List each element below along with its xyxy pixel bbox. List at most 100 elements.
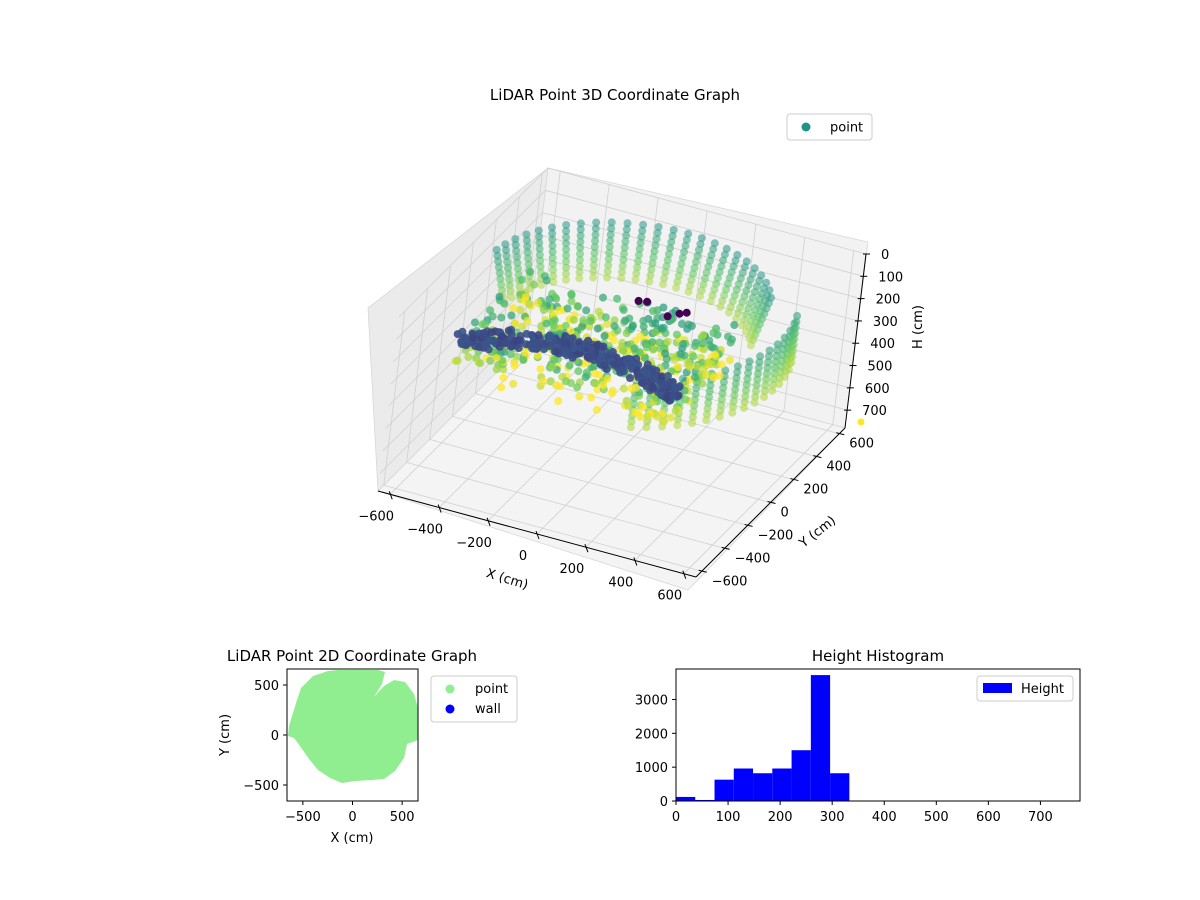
- scatter-point: [639, 367, 648, 376]
- scatter-point: [729, 402, 737, 411]
- scatter-point: [703, 404, 712, 413]
- scatter-point: [524, 254, 533, 263]
- scatter-point: [562, 221, 571, 229]
- scatter-point: [657, 324, 666, 333]
- scatter-point: [724, 308, 733, 317]
- scatter-point: [640, 354, 649, 363]
- scatter-point: [599, 293, 607, 302]
- scatter-point: [740, 398, 749, 407]
- legend-2d: point wall: [430, 675, 518, 723]
- scatter-point: [634, 296, 643, 305]
- scatter-point: [719, 378, 728, 386]
- scatter-point: [579, 316, 588, 325]
- scatter-point: [621, 237, 630, 246]
- scatter-point: [730, 321, 739, 329]
- scatter-point: [504, 326, 513, 335]
- scatter-point: [679, 339, 688, 348]
- scatter-point: [587, 393, 596, 402]
- grid-line: [398, 167, 549, 318]
- scatter-point: [548, 259, 557, 268]
- grid-line: [396, 190, 546, 340]
- scatter-point: [773, 346, 782, 355]
- scatter-point: [756, 352, 765, 361]
- scatter-point: [567, 297, 576, 306]
- scatter-point: [733, 368, 742, 377]
- scatter-point: [523, 242, 532, 251]
- scatter-point: [511, 319, 520, 328]
- x-axis-ticks-histogram: 0 100 200 300 400 500 600 700: [672, 801, 1053, 825]
- y-tick-label: 200: [803, 483, 828, 498]
- scatter-point: [591, 224, 600, 233]
- scatter-point: [581, 339, 590, 348]
- scatter-point: [643, 297, 652, 306]
- grid-line: [452, 416, 771, 503]
- x-tick-label: 0: [348, 810, 356, 825]
- scatter-point: [651, 241, 660, 250]
- scatter-point: [535, 244, 544, 253]
- scatter-point: [613, 294, 622, 303]
- scatter-point: [677, 259, 686, 268]
- scatter-point: [600, 332, 609, 340]
- scatter-point: [702, 416, 711, 425]
- scatter-point: [479, 329, 488, 338]
- scatter-point: [505, 281, 514, 290]
- scatter-point: [562, 263, 571, 272]
- scatter-point: [513, 258, 522, 267]
- scatter-point: [512, 252, 521, 261]
- scatter-point: [574, 367, 583, 376]
- scatter-point: [574, 302, 582, 311]
- grid-line: [383, 484, 702, 572]
- scatter-point: [751, 392, 760, 401]
- h-axis-label-3d: H (cm): [911, 305, 926, 349]
- scatter-point: [514, 344, 523, 353]
- h-tick-label: 200: [876, 293, 901, 308]
- histogram-bar: [772, 768, 792, 801]
- chart-title-3d: LiDAR Point 3D Coordinate Graph: [490, 86, 740, 104]
- scatter-point: [639, 402, 648, 411]
- scatter-point: [731, 379, 740, 388]
- scatter-point: [732, 373, 741, 382]
- histogram-bar: [714, 779, 734, 801]
- x-tick-mark: [633, 557, 638, 566]
- scatter-point: [745, 357, 754, 366]
- scatter-point: [519, 355, 528, 364]
- scatter-point: [495, 269, 504, 278]
- scatter-point: [624, 401, 633, 410]
- scatter-point: [542, 319, 551, 328]
- legend-label-point: point: [830, 121, 863, 136]
- legend-histogram: Height: [976, 675, 1074, 702]
- scatter-point: [745, 334, 754, 343]
- lidar-3d-scatter-plot: LiDAR Point 3D Coordinate Graph −600 −400…: [358, 86, 926, 604]
- scatter-point: [504, 269, 513, 278]
- scatter-point: [564, 347, 573, 356]
- y-tick-label: −500: [243, 779, 279, 794]
- scatter-point: [621, 316, 630, 325]
- scatter-point: [471, 318, 479, 327]
- scatter-point: [709, 373, 718, 382]
- scatter-point: [788, 346, 797, 355]
- scatter-point: [535, 232, 544, 241]
- scatter-point: [755, 358, 764, 367]
- y-tick-label: 0: [660, 795, 668, 810]
- scatter-point: [505, 275, 514, 284]
- scatter-point: [683, 358, 692, 367]
- y-tick-mark: [767, 501, 776, 504]
- scatter-point: [631, 383, 640, 392]
- scatter-point: [689, 352, 698, 361]
- scatter-point: [475, 342, 484, 351]
- scatter-point: [780, 373, 789, 382]
- scatter-point: [731, 385, 740, 394]
- scatter-point: [649, 345, 657, 354]
- scatter-point: [686, 281, 694, 290]
- h-axis-ticks-3d: 0 100 200 300 400 500 600 700: [844, 248, 903, 429]
- scatter-point: [715, 412, 724, 421]
- scatter-point: [486, 356, 495, 365]
- scatter-point: [676, 265, 685, 274]
- scatter-point: [492, 365, 501, 374]
- scatter-point: [627, 417, 636, 426]
- scatter-point: [639, 220, 648, 229]
- y-tick-mark: [744, 523, 753, 527]
- scatter-point: [653, 412, 662, 421]
- scatter-point: [622, 231, 631, 240]
